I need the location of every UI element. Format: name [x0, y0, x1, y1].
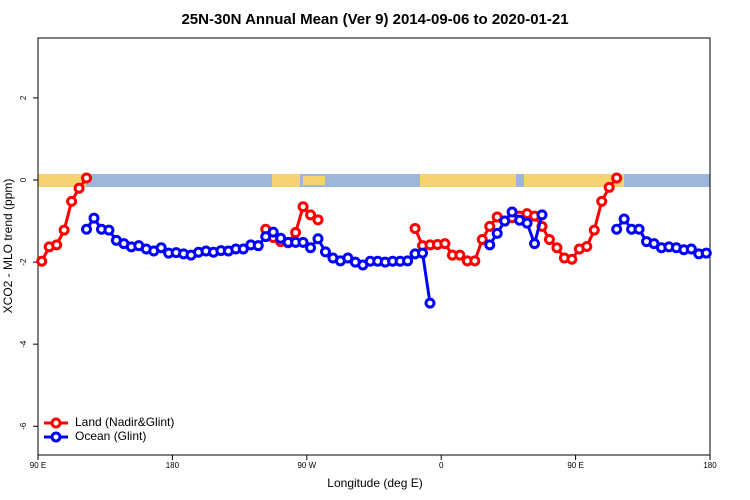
point: [611, 223, 623, 235]
point: [618, 213, 630, 225]
land-band: [272, 174, 300, 187]
point: [529, 238, 541, 250]
point: [633, 223, 645, 235]
point: [491, 227, 503, 239]
point: [402, 255, 414, 267]
point: [484, 220, 496, 232]
point: [51, 239, 63, 251]
point: [499, 215, 511, 227]
point: [312, 233, 324, 245]
point: [476, 234, 488, 246]
point: [155, 242, 167, 254]
point: [88, 212, 100, 224]
point: [312, 214, 324, 226]
y-tick-label: -2: [19, 258, 28, 266]
point: [305, 209, 317, 221]
point: [424, 297, 436, 309]
legend-label: Ocean (Glint): [75, 429, 146, 443]
point: [521, 217, 533, 229]
point: [596, 195, 608, 207]
point: [700, 247, 712, 259]
point: [290, 227, 302, 239]
x-tick-label: 90 W: [297, 461, 316, 470]
point: [66, 195, 78, 207]
point: [409, 222, 421, 234]
land-ocean-band: [38, 174, 710, 187]
point: [551, 242, 563, 254]
point: [305, 242, 317, 254]
point: [469, 255, 481, 267]
point: [81, 172, 93, 184]
point: [506, 206, 518, 218]
y-tick-label: 0: [19, 177, 28, 182]
land-band: [524, 174, 624, 187]
x-axis-label: Longitude (deg E): [327, 476, 422, 490]
y-tick-label: -6: [19, 422, 28, 430]
x-tick-label: 90 E: [30, 461, 46, 470]
point: [454, 249, 466, 261]
x-tick-label: 90 E: [567, 461, 583, 470]
point: [603, 181, 615, 193]
point: [260, 231, 272, 243]
land-band: [303, 176, 325, 185]
point: [439, 238, 451, 250]
x-tick-label: 0: [439, 461, 444, 470]
point: [267, 226, 279, 238]
point: [566, 253, 578, 265]
legend-marker: [50, 417, 62, 429]
point: [685, 243, 697, 255]
land-band: [38, 174, 86, 187]
y-tick-label: 2: [19, 95, 28, 100]
point: [588, 224, 600, 236]
plot-frame: [37, 37, 711, 456]
point: [252, 240, 264, 252]
chart-title: 25N-30N Annual Mean (Ver 9) 2014-09-06 t…: [181, 11, 568, 28]
point: [581, 241, 593, 252]
point: [297, 236, 309, 248]
point: [103, 224, 115, 236]
point: [536, 209, 548, 221]
y-tick-label: -4: [19, 340, 28, 348]
point: [543, 234, 555, 246]
point: [58, 224, 70, 236]
land-band: [420, 174, 516, 187]
x-tick-label: 180: [703, 461, 717, 470]
point: [319, 246, 331, 258]
point: [297, 201, 309, 213]
point: [417, 247, 429, 259]
legend-label: Land (Nadir&Glint): [75, 415, 174, 429]
x-tick-label: 180: [166, 461, 180, 470]
y-axis-label: XCO2 - MLO trend (ppm): [1, 179, 15, 314]
legend-marker: [50, 431, 62, 443]
point: [73, 182, 85, 194]
point: [81, 223, 93, 235]
point: [611, 172, 623, 184]
point: [36, 255, 48, 267]
point: [484, 239, 496, 251]
